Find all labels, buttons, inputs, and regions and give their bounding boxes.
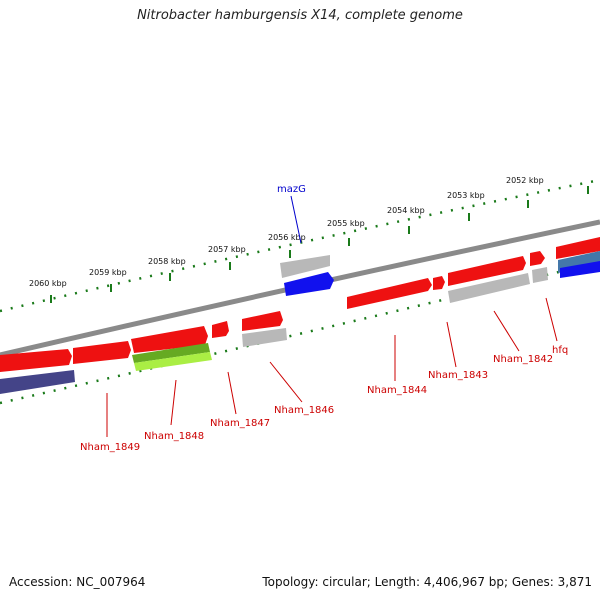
kbp-label-2060: 2060 kbp: [29, 279, 67, 288]
gene-arrow[interactable]: [433, 276, 445, 290]
gene-labels: Nham_1849 Nham_1848 Nham_1847 Nham_1846 …: [80, 184, 568, 453]
gene-arrow[interactable]: [448, 273, 530, 303]
gene-label-nham-1848[interactable]: Nham_1848: [144, 431, 204, 442]
kbp-label-2055: 2055 kbp: [327, 219, 365, 228]
gene-label-nham-1843[interactable]: Nham_1843: [428, 370, 488, 381]
kbp-label-2053: 2053 kbp: [447, 191, 485, 200]
gene-label-nham-1849[interactable]: Nham_1849: [80, 442, 140, 453]
gene-label-nham-1847[interactable]: Nham_1847: [210, 418, 270, 429]
kbp-label-2056: 2056 kbp: [268, 233, 306, 242]
gene-arrow[interactable]: [532, 267, 548, 283]
kbp-label-2054: 2054 kbp: [387, 206, 425, 215]
accession-text: Accession: NC_007964: [9, 575, 146, 589]
gene-arrow[interactable]: [347, 278, 432, 309]
gene-arrow[interactable]: [0, 370, 75, 394]
gene-arrow[interactable]: [284, 272, 334, 296]
kbp-ticks: [50, 186, 589, 303]
gene-arrow[interactable]: [134, 352, 212, 371]
kbp-label-2057: 2057 kbp: [208, 245, 246, 254]
gene-label-mazG[interactable]: mazG: [277, 184, 306, 195]
reverse-strand-genes: [0, 251, 600, 394]
kbp-label-2052: 2052 kbp: [506, 176, 544, 185]
map-title: Nitrobacter hamburgensis X14, complete g…: [137, 8, 463, 23]
gene-arrow[interactable]: [280, 255, 330, 278]
gene-label-nham-1844[interactable]: Nham_1844: [367, 385, 427, 396]
kbp-label-2058: 2058 kbp: [148, 257, 186, 266]
forward-strand-genes: [0, 237, 600, 372]
gene-label-nham-1846[interactable]: Nham_1846: [274, 405, 334, 416]
gene-label-leaders: [106, 297, 558, 437]
gene-arrow[interactable]: [448, 256, 526, 286]
gene-arrow[interactable]: [556, 237, 600, 259]
gene-label-nham-1842[interactable]: Nham_1842: [493, 354, 553, 365]
gene-arrow[interactable]: [132, 343, 210, 363]
gene-arrow[interactable]: [560, 261, 600, 278]
genome-summary-text: Topology: circular; Length: 4,406,967 bp…: [262, 575, 592, 589]
gene-arrow[interactable]: [73, 341, 131, 364]
gene-arrow[interactable]: [242, 311, 283, 331]
mazG-leader: [290, 195, 302, 244]
top-coordinate-track: [0, 178, 600, 313]
kbp-label-2059: 2059 kbp: [89, 268, 127, 277]
gene-arrow[interactable]: [0, 349, 72, 372]
kbp-labels: 2060 kbp 2059 kbp 2058 kbp 2057 kbp 2056…: [29, 176, 544, 288]
gene-arrow[interactable]: [212, 321, 229, 338]
gene-label-hfq[interactable]: hfq: [552, 345, 568, 356]
gene-arrow[interactable]: [242, 328, 287, 347]
gene-arrow[interactable]: [530, 251, 545, 266]
